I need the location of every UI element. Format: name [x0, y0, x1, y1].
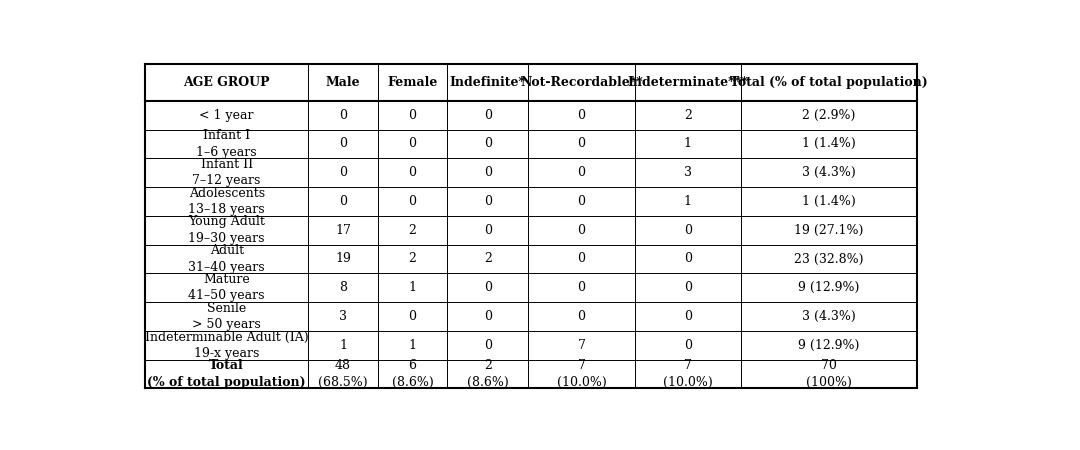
Text: < 1 year: < 1 year: [200, 108, 254, 122]
Text: 0: 0: [408, 137, 417, 150]
Text: 0: 0: [578, 281, 585, 294]
Text: 0: 0: [339, 108, 347, 122]
Text: 2
(8.6%): 2 (8.6%): [467, 359, 509, 389]
Text: Male: Male: [326, 76, 361, 89]
Text: 7
(10.0%): 7 (10.0%): [556, 359, 606, 389]
Text: Female: Female: [388, 76, 437, 89]
Text: 23 (32.8%): 23 (32.8%): [794, 252, 864, 266]
Text: Adolescents
13–18 years: Adolescents 13–18 years: [188, 187, 265, 216]
Text: Indefinite*: Indefinite*: [449, 76, 526, 89]
Text: 8: 8: [339, 281, 347, 294]
Text: 0: 0: [484, 224, 491, 237]
Text: 0: 0: [578, 252, 585, 266]
Text: Indeterminate***: Indeterminate***: [627, 76, 748, 89]
Text: 0: 0: [408, 310, 417, 323]
Text: 0: 0: [684, 224, 692, 237]
Text: 2: 2: [484, 252, 491, 266]
Text: 3 (4.3%): 3 (4.3%): [802, 310, 855, 323]
Text: 0: 0: [684, 252, 692, 266]
Text: 0: 0: [408, 166, 417, 179]
Text: 0: 0: [339, 137, 347, 150]
Text: 0: 0: [339, 166, 347, 179]
Text: 0: 0: [484, 339, 491, 352]
Text: 0: 0: [408, 108, 417, 122]
Text: 0: 0: [484, 137, 491, 150]
Text: 0: 0: [684, 281, 692, 294]
Text: Adult
31–40 years: Adult 31–40 years: [188, 244, 265, 274]
Text: 0: 0: [578, 166, 585, 179]
Text: 6
(8.6%): 6 (8.6%): [392, 359, 433, 389]
Text: 3: 3: [684, 166, 692, 179]
Text: 2 (2.9%): 2 (2.9%): [802, 108, 855, 122]
Text: 7: 7: [578, 339, 585, 352]
Text: 7
(10.0%): 7 (10.0%): [663, 359, 713, 389]
Text: 0: 0: [578, 195, 585, 208]
Text: 0: 0: [684, 310, 692, 323]
Text: 0: 0: [684, 339, 692, 352]
Text: 2: 2: [408, 252, 417, 266]
Text: Indeterminable Adult (IA)
19-x years: Indeterminable Adult (IA) 19-x years: [145, 330, 309, 360]
Text: 2: 2: [684, 108, 692, 122]
Text: 1: 1: [684, 137, 692, 150]
Text: 0: 0: [484, 281, 491, 294]
Text: 0: 0: [339, 195, 347, 208]
Text: 0: 0: [578, 310, 585, 323]
Text: Infant I
1–6 years: Infant I 1–6 years: [197, 129, 257, 159]
Text: 0: 0: [578, 108, 585, 122]
Text: 9 (12.9%): 9 (12.9%): [798, 281, 860, 294]
Text: 9 (12.9%): 9 (12.9%): [798, 339, 860, 352]
Text: Total
(% of total population): Total (% of total population): [147, 359, 306, 389]
Text: 0: 0: [484, 195, 491, 208]
Text: Mature
41–50 years: Mature 41–50 years: [188, 273, 265, 302]
Text: 0: 0: [578, 224, 585, 237]
Text: 0: 0: [408, 195, 417, 208]
Text: 48
(68.5%): 48 (68.5%): [319, 359, 368, 389]
Text: 19 (27.1%): 19 (27.1%): [794, 224, 864, 237]
Text: 70
(100%): 70 (100%): [806, 359, 852, 389]
Text: 3: 3: [339, 310, 347, 323]
Text: 17: 17: [335, 224, 351, 237]
Text: Infant II
7–12 years: Infant II 7–12 years: [192, 158, 261, 188]
Text: AGE GROUP: AGE GROUP: [184, 76, 270, 89]
Text: 0: 0: [484, 108, 491, 122]
Text: 0: 0: [578, 137, 585, 150]
Text: 3 (4.3%): 3 (4.3%): [802, 166, 855, 179]
Text: 1: 1: [408, 281, 417, 294]
Text: 2: 2: [408, 224, 417, 237]
Text: 1: 1: [684, 195, 692, 208]
Text: 19: 19: [335, 252, 351, 266]
Text: 0: 0: [484, 310, 491, 323]
Text: Young Adult
19–30 years: Young Adult 19–30 years: [188, 216, 265, 245]
Text: 1 (1.4%): 1 (1.4%): [802, 195, 855, 208]
Text: Not-Recordable**: Not-Recordable**: [521, 76, 643, 89]
Text: 0: 0: [484, 166, 491, 179]
Text: Senile
> 50 years: Senile > 50 years: [192, 302, 261, 331]
Text: 1 (1.4%): 1 (1.4%): [802, 137, 855, 150]
Text: Total (% of total population): Total (% of total population): [730, 76, 928, 89]
Text: 1: 1: [339, 339, 347, 352]
Text: 1: 1: [408, 339, 417, 352]
